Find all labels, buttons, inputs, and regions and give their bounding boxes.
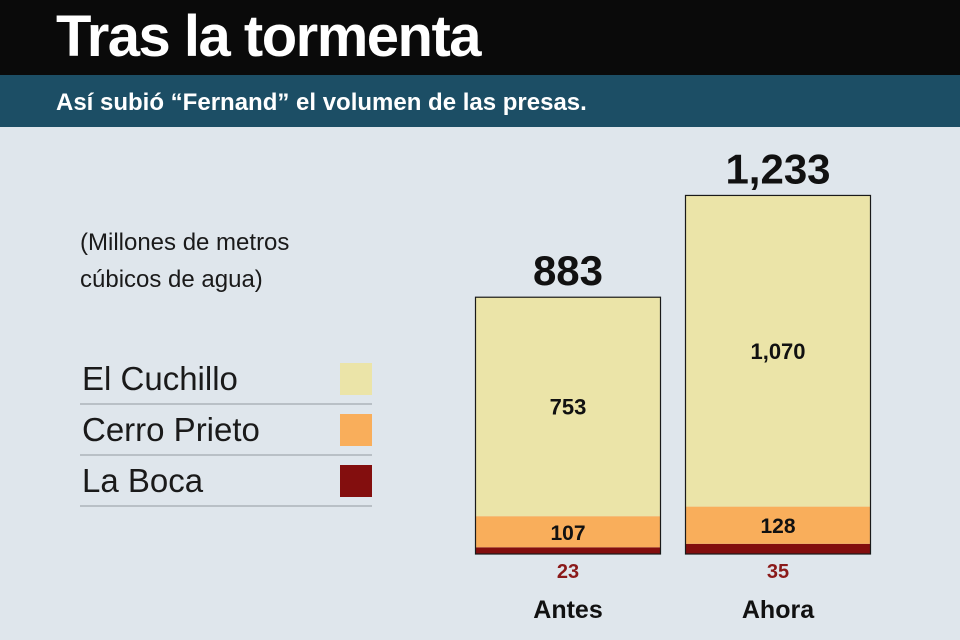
bar-outline xyxy=(474,296,662,555)
bar-segment-cerro-prieto xyxy=(475,516,661,548)
units-label: (Millones de metros cúbicos de agua) xyxy=(80,229,290,293)
bar-segment-cerro-prieto xyxy=(685,506,871,544)
bar-outline xyxy=(684,194,872,555)
category-label: Ahora xyxy=(742,596,815,624)
data-label-la-boca: 35 xyxy=(767,561,789,583)
total-label: 883 xyxy=(533,247,603,294)
legend-item-la-boca: La Boca xyxy=(80,456,372,507)
chart-subtitle: Así subió “Fernand” el volumen de las pr… xyxy=(56,89,587,116)
subtitle-bar xyxy=(0,75,960,127)
legend-swatch-cerro-prieto xyxy=(340,414,372,446)
legend-item-cerro-prieto: Cerro Prieto xyxy=(80,405,372,456)
legend-swatch-el-cuchillo xyxy=(340,363,372,395)
bar-segment-la-boca xyxy=(685,543,871,554)
legend-label: Cerro Prieto xyxy=(82,411,260,448)
legend: El Cuchillo Cerro Prieto La Boca xyxy=(80,354,372,507)
data-label-cerro-prieto: 128 xyxy=(760,515,795,538)
bar-segment-el-cuchillo xyxy=(475,297,661,517)
total-label: 1,233 xyxy=(725,145,830,192)
data-label-la-boca: 23 xyxy=(557,561,579,583)
data-label-el-cuchillo: 1,070 xyxy=(750,339,805,364)
data-label-el-cuchillo: 753 xyxy=(550,395,587,420)
bar-segment-la-boca xyxy=(475,547,661,554)
title-bar xyxy=(0,0,960,75)
bar-segment-el-cuchillo xyxy=(685,195,871,507)
data-label-cerro-prieto: 107 xyxy=(550,522,585,545)
chart-title: Tras la tormenta xyxy=(56,4,482,69)
legend-label: El Cuchillo xyxy=(82,360,238,397)
legend-label: La Boca xyxy=(82,462,204,499)
legend-swatch-la-boca xyxy=(340,465,372,497)
category-label: Antes xyxy=(533,596,602,624)
legend-item-el-cuchillo: El Cuchillo xyxy=(80,354,372,405)
